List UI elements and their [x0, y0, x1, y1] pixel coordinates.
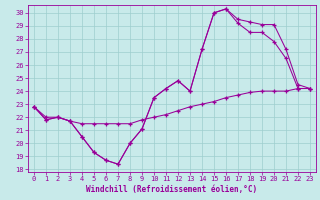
- X-axis label: Windchill (Refroidissement éolien,°C): Windchill (Refroidissement éolien,°C): [86, 185, 258, 194]
